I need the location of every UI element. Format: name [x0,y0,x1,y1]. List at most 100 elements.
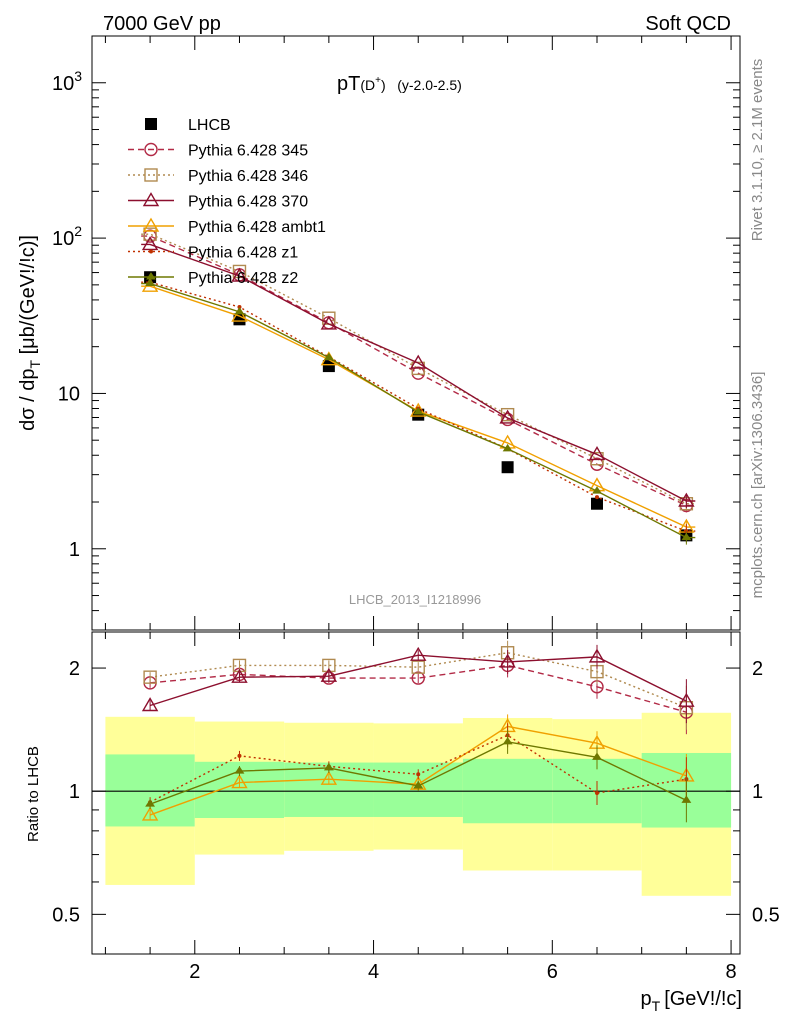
main-ylabel-part2: [μb/(GeV!/!c)] [17,235,39,360]
data-point [501,461,514,474]
x-axis: 2 4 6 8 [104,36,737,983]
data-point [231,267,248,282]
ratio-uncertainty-bands [105,712,732,896]
data-point [143,227,157,241]
legend-entry: Pythia 6.428 ambt1 [128,217,326,236]
main-y-axis: 1 10 102 103 [52,35,740,631]
series-line [141,233,696,505]
ratio-series [145,729,692,823]
data-point [141,236,159,251]
data-point [323,352,334,361]
series-line [141,235,696,507]
data-point [142,192,160,207]
source-side-label: mcplots.cern.ch [arXiv:1306.3436] [749,372,766,599]
data-point [146,272,156,280]
data-point [144,142,158,157]
data-point [410,646,427,661]
ratio-y-tick-label-right: 0.5 [752,904,780,926]
legend-label: Pythia 6.428 370 [188,194,308,211]
data-point [145,799,156,807]
ratio-series-layer [141,640,695,823]
ratio-panel-frame [91,631,741,955]
data-point [322,360,335,373]
data-point [590,497,603,510]
category-label: Soft QCD [645,13,731,35]
ratio-y-axis: 0.5 0.5 1 1 2 2 [52,658,780,955]
main-ylabel-sub: T [27,360,43,369]
legend-label: Pythia 6.428 ambt1 [188,219,326,236]
legend-entry: Pythia 6.428 370 [128,192,308,211]
xlabel-sub: T [652,998,661,1014]
ratio-series [141,644,695,724]
data-point [231,668,248,683]
legend: LHCB Pythia 6.428 345 Pythia 6.428 346 Pyth… [128,117,326,287]
data-point [320,315,338,330]
main-panel-frame [91,35,741,631]
data-point [499,653,516,668]
legend-label: Pythia 6.428 346 [188,168,308,185]
data-point [681,795,692,803]
data-point [681,532,692,541]
data-point [594,495,599,500]
plot-title-charge: + [375,75,381,86]
ratio-y-tick-label: 2 [69,658,80,680]
data-point [411,660,425,674]
ratio-y-tick-label-right: 2 [752,658,763,680]
data-point [410,354,427,369]
data-point [145,118,157,130]
data-point [413,781,424,789]
ratio-y-axis-title: Ratio to LHCB [25,746,42,842]
data-point [592,486,602,494]
data-point [413,407,424,415]
main-y-tick-label: 102 [52,223,82,250]
rivet-side-label: Rivet 3.1.10, ≥ 2.1M events [749,59,766,242]
data-point [588,446,606,461]
data-point [233,313,246,326]
data-point [323,763,334,771]
main-y-tick-label: 10 [58,383,80,405]
data-point [678,692,695,707]
data-point [145,278,156,287]
plot-title-range: (y-2.0-2.5) [397,77,462,93]
ratio-y-tick-label-right: 1 [752,781,763,803]
main-series [141,278,696,545]
xlabel-units: [GeV!/!c] [664,988,742,1010]
ratio-y-tick-label: 1 [69,781,80,803]
data-point [144,168,158,182]
data-point [502,736,513,745]
main-ylabel-part1: dσ / dp [17,369,39,431]
data-point [678,492,695,507]
legend-label: Pythia 6.428 345 [188,143,308,160]
legend-entry: Pythia 6.428 z1 [128,245,298,262]
x-tick-label: 6 [547,961,558,983]
data-point [499,409,516,424]
data-point [592,752,602,760]
plot-title-close: ) [381,77,386,93]
data-point [588,648,606,663]
legend-entry: Pythia 6.428 345 [128,143,308,160]
data-point [231,774,248,789]
data-point [141,697,159,712]
data-point [320,667,338,682]
x-tick-label: 4 [368,961,379,983]
data-point [141,806,159,821]
main-y-tick-label: 1 [69,539,80,561]
legend-label: LHCB [188,117,231,134]
x-axis-title: pT [GeV!/!c] [641,988,743,1014]
data-point [502,443,513,452]
data-point [232,264,247,279]
data-point [416,772,421,777]
xlabel-p: p [641,988,652,1010]
series-line [141,243,696,502]
plot-title-particle: (D [360,77,375,93]
main-y-tick-label: 103 [52,68,82,95]
data-point [234,306,245,315]
ratio-y-tick-label: 0.5 [52,904,80,926]
x-tick-label: 8 [725,961,736,983]
legend-entry: LHCB [145,117,231,134]
data-point [149,249,153,254]
main-series [141,236,696,509]
data-point [234,766,245,774]
main-series-layer [141,227,696,545]
